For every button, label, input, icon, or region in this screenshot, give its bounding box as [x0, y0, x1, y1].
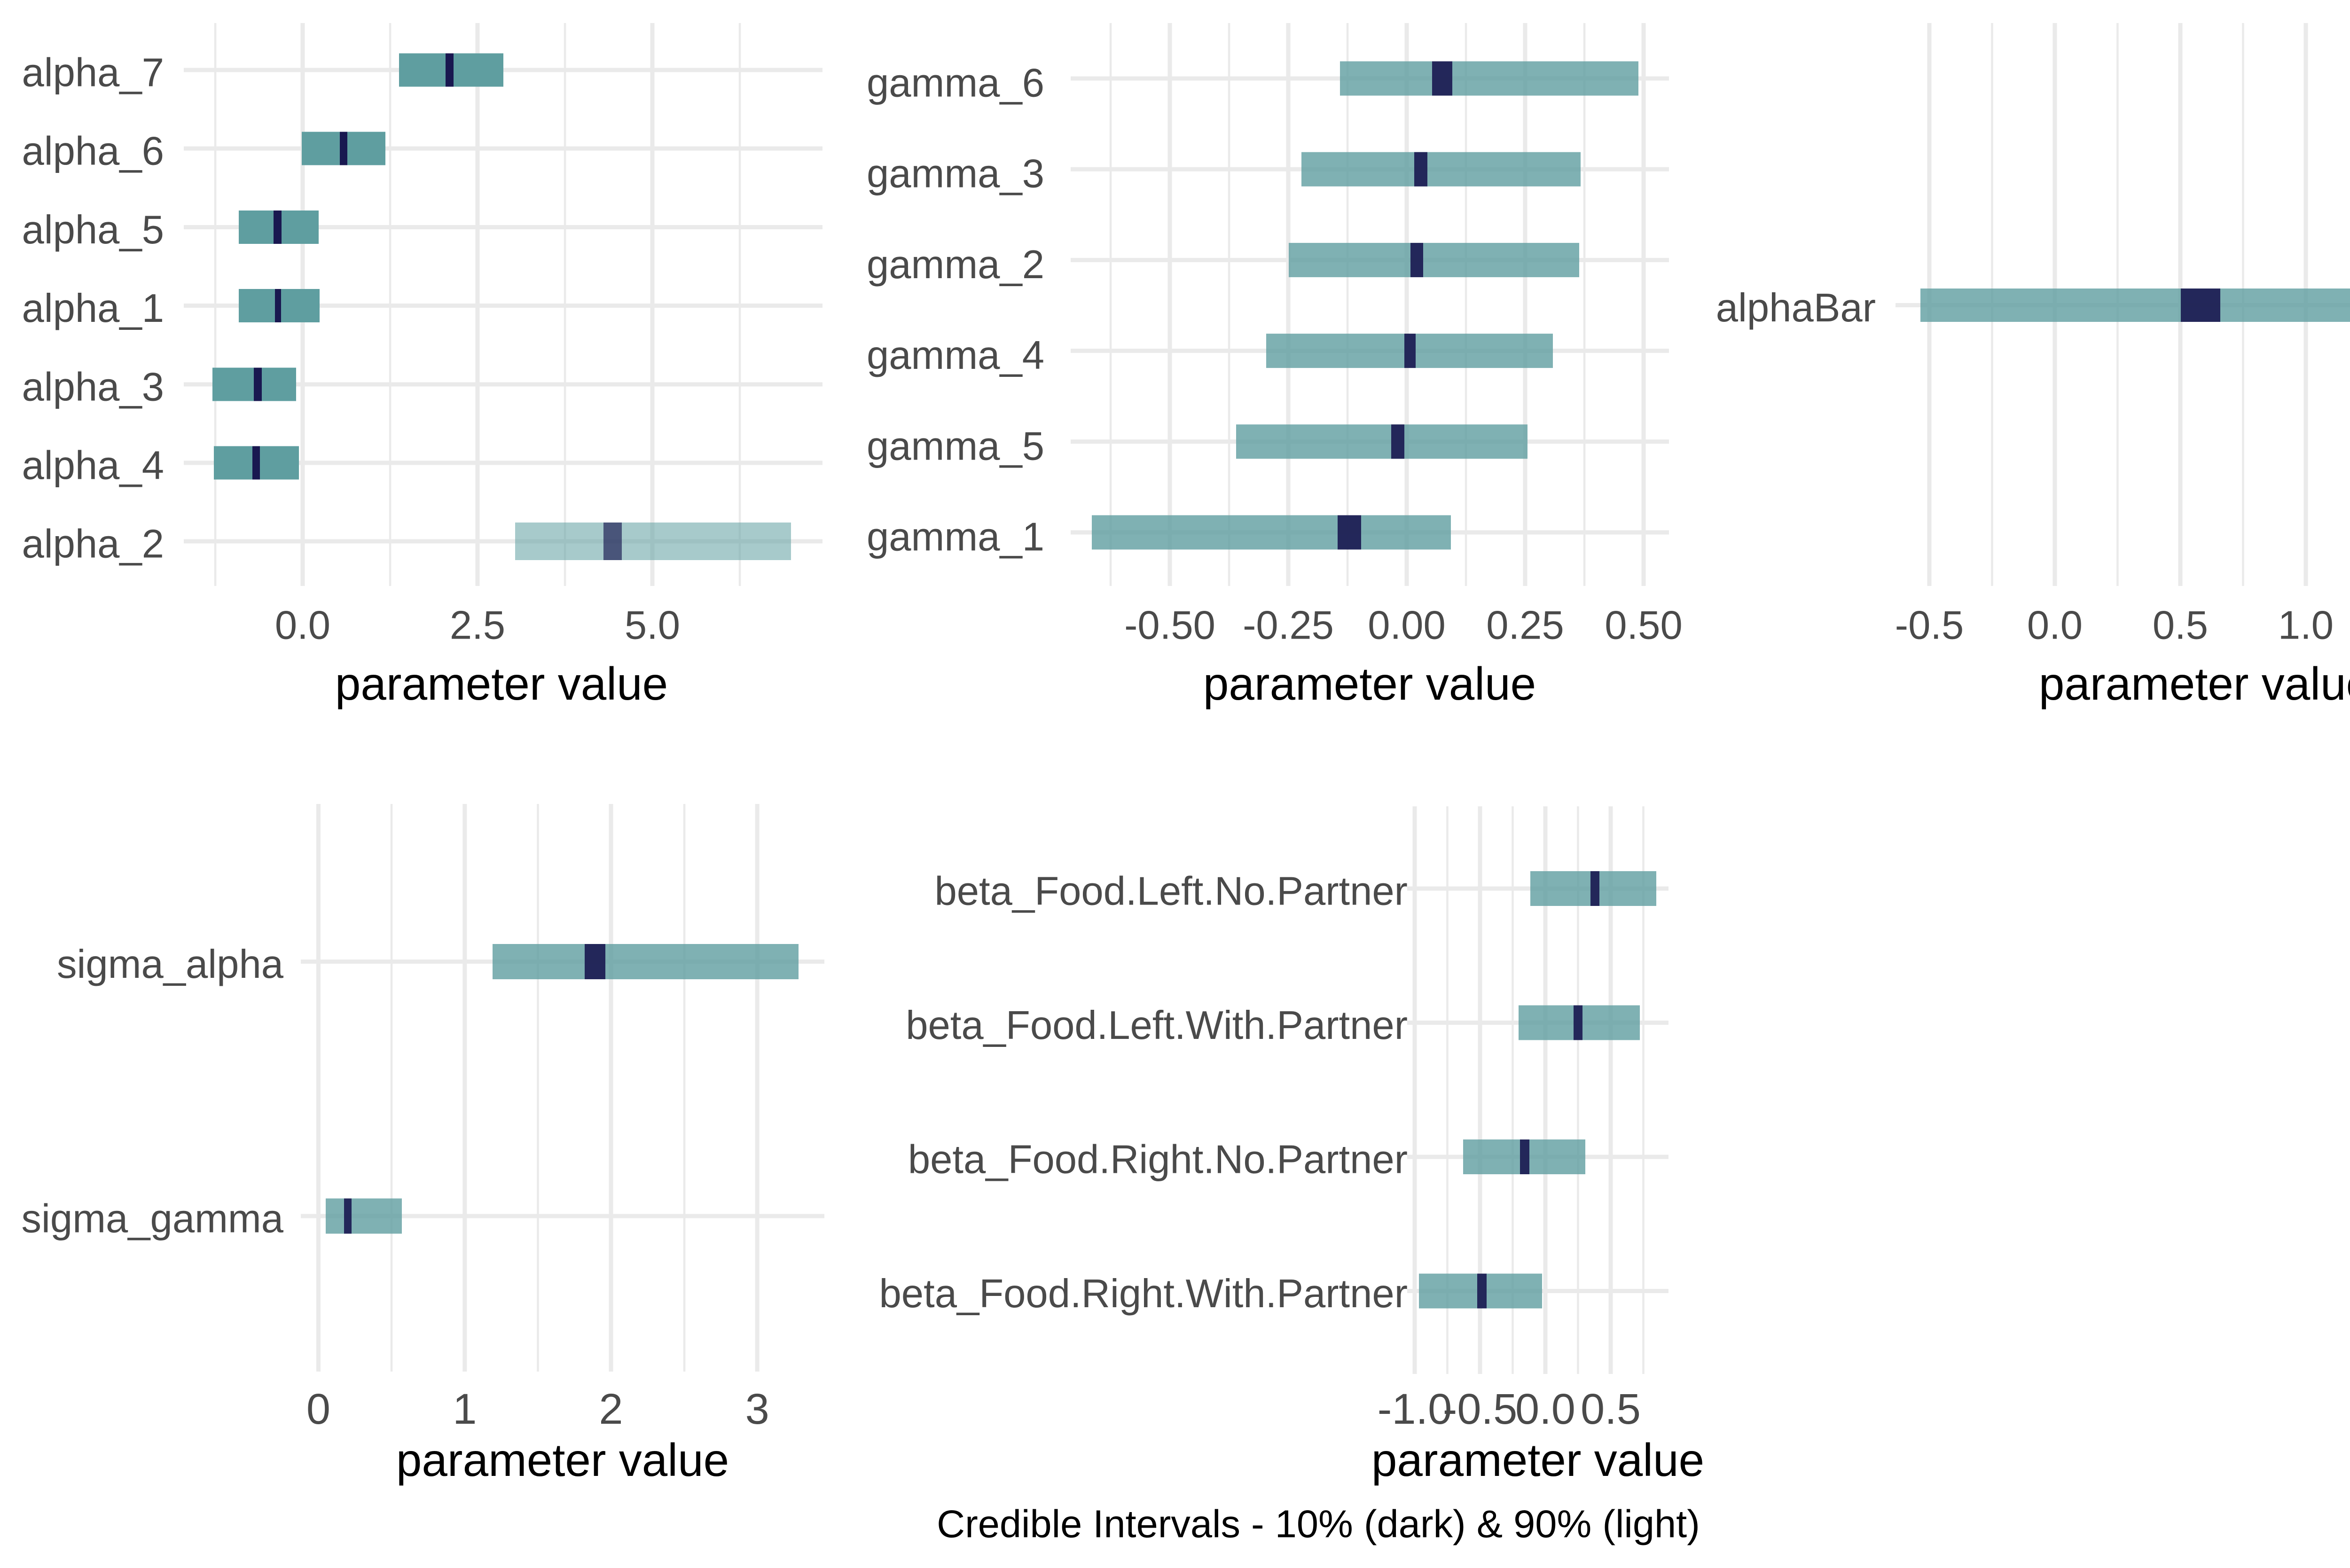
svg-text:-0.50: -0.50 — [1124, 603, 1215, 648]
svg-text:5.0: 5.0 — [625, 603, 680, 648]
svg-text:gamma_3: gamma_3 — [867, 152, 1044, 196]
svg-text:Credible Intervals - 10% (dark: Credible Intervals - 10% (dark) & 90% (l… — [937, 1502, 1700, 1546]
svg-text:parameter value: parameter value — [396, 1434, 729, 1486]
svg-text:gamma_6: gamma_6 — [867, 61, 1044, 106]
svg-text:parameter value: parameter value — [335, 658, 668, 710]
svg-text:-0.5: -0.5 — [1895, 603, 1964, 648]
svg-text:0.5: 0.5 — [1581, 1385, 1641, 1433]
svg-text:alpha_5: alpha_5 — [22, 208, 164, 252]
svg-text:0.00: 0.00 — [1368, 603, 1445, 648]
svg-text:parameter value: parameter value — [2039, 658, 2350, 710]
svg-text:0.50: 0.50 — [1605, 603, 1682, 648]
svg-text:gamma_4: gamma_4 — [867, 333, 1044, 378]
svg-text:sigma_gamma: sigma_gamma — [22, 1197, 284, 1241]
svg-text:0.0: 0.0 — [2027, 603, 2083, 648]
svg-text:parameter value: parameter value — [1371, 1434, 1704, 1486]
svg-text:sigma_alpha: sigma_alpha — [57, 942, 284, 987]
svg-text:-0.5: -0.5 — [1443, 1385, 1518, 1433]
svg-text:0.0: 0.0 — [1515, 1385, 1575, 1433]
svg-text:alpha_4: alpha_4 — [22, 444, 164, 488]
svg-text:-0.25: -0.25 — [1243, 603, 1334, 648]
svg-text:alpha_6: alpha_6 — [22, 129, 164, 174]
svg-text:alpha_7: alpha_7 — [22, 51, 164, 95]
svg-text:2.5: 2.5 — [450, 603, 505, 648]
svg-text:3: 3 — [745, 1385, 769, 1433]
svg-text:0: 0 — [306, 1385, 330, 1433]
svg-text:alpha_1: alpha_1 — [22, 286, 164, 331]
svg-text:beta_Food.Right.With.Partner: beta_Food.Right.With.Partner — [879, 1272, 1408, 1316]
svg-text:alpha_3: alpha_3 — [22, 365, 164, 410]
svg-text:parameter value: parameter value — [1203, 658, 1536, 710]
svg-text:2: 2 — [599, 1385, 623, 1433]
svg-text:0.25: 0.25 — [1486, 603, 1564, 648]
svg-text:0.5: 0.5 — [2153, 603, 2208, 648]
svg-text:1.0: 1.0 — [2278, 603, 2334, 648]
svg-text:gamma_1: gamma_1 — [867, 515, 1044, 560]
svg-text:gamma_5: gamma_5 — [867, 424, 1044, 468]
svg-text:0.0: 0.0 — [275, 603, 330, 648]
svg-text:beta_Food.Left.No.Partner: beta_Food.Left.No.Partner — [935, 869, 1408, 914]
svg-text:alpha_2: alpha_2 — [22, 522, 164, 567]
svg-text:alphaBar: alphaBar — [1716, 286, 1876, 330]
svg-text:gamma_2: gamma_2 — [867, 242, 1044, 287]
svg-text:-1.0: -1.0 — [1378, 1385, 1452, 1433]
svg-text:beta_Food.Right.No.Partner: beta_Food.Right.No.Partner — [908, 1138, 1408, 1182]
svg-text:1: 1 — [453, 1385, 477, 1433]
svg-text:beta_Food.Left.With.Partner: beta_Food.Left.With.Partner — [906, 1003, 1408, 1048]
